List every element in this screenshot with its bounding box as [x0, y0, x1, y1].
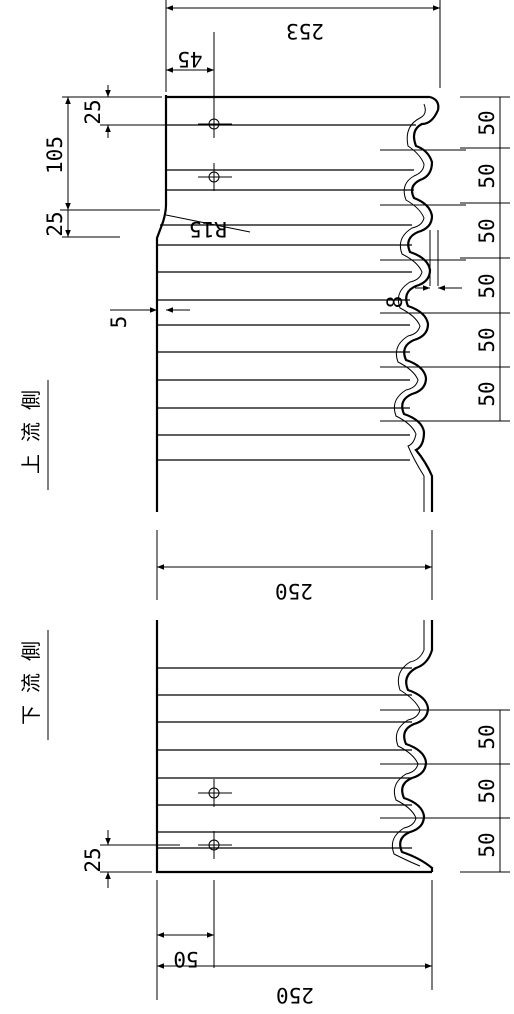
upstream-slats [158, 124, 416, 461]
dim-r15: R15 [165, 214, 251, 241]
dim-r15-label: R15 [189, 217, 227, 241]
dim-105-label: 105 [43, 136, 67, 174]
dim-250-mid: 250 [156, 530, 433, 603]
dim-left-upstream: 25 105 25 [43, 85, 180, 238]
pitch-label-6: 50 [475, 381, 499, 406]
downstream-hole-1 [198, 779, 232, 807]
downstream-label: 下 流 側 [19, 641, 43, 725]
upstream-slot-lines [380, 149, 466, 422]
upstream-hole-2 [198, 163, 232, 191]
downstream-label-group: 下 流 側 [19, 630, 49, 740]
dim-253-label: 253 [286, 19, 324, 43]
dim-250-bottom: 250 [156, 880, 433, 1007]
downstream-panel: 50 50 50 25 50 250 [81, 620, 510, 1007]
upstream-panel: 253 45 25 105 25 R15 [43, 0, 510, 512]
dim-pitch-upstream: 50 50 50 50 50 50 [460, 96, 510, 422]
dim-253: 253 [165, 0, 441, 92]
downstream-slats [157, 667, 412, 849]
dim-50-bottom: 50 [157, 880, 215, 971]
dim-5: 5 [107, 307, 190, 329]
dim-250-bottom-label: 250 [276, 983, 314, 1007]
downstream-slot-lines [380, 709, 466, 819]
pitch-label-8: 50 [475, 778, 499, 803]
upstream-label-group: 上 流 側 [19, 380, 49, 490]
downstream-wave-outer [399, 620, 434, 872]
pitch-label-7: 50 [475, 724, 499, 749]
dim-8-label: 8 [383, 296, 407, 309]
dim-25-mid-label: 25 [43, 211, 67, 236]
dim-50-bottom-label: 50 [173, 947, 198, 971]
pitch-label-3: 50 [475, 218, 499, 243]
upstream-label: 上 流 側 [19, 390, 43, 474]
upstream-hole-1 [198, 110, 232, 138]
pitch-label-5: 50 [475, 327, 499, 352]
pitch-label-1: 50 [475, 110, 499, 135]
dim-45-label: 45 [177, 47, 202, 71]
upstream-wave-inner [393, 103, 426, 512]
dim-250-mid-label: 250 [275, 579, 313, 603]
pitch-label-9: 50 [475, 832, 499, 857]
downstream-left-edge [155, 620, 432, 874]
dim-25-downstream: 25 [81, 830, 180, 888]
upstream-left-edge [155, 95, 168, 512]
dim-pitch-downstream: 50 50 50 [460, 709, 510, 873]
dim-5-label: 5 [107, 316, 131, 329]
pitch-label-4: 50 [475, 273, 499, 298]
dim-25-top-label: 25 [81, 99, 105, 124]
dim-25-bottom-label: 25 [81, 847, 105, 872]
dim-45: 45 [166, 32, 215, 112]
downstream-hole-2 [198, 831, 232, 859]
upstream-wave-outer [401, 95, 440, 512]
pitch-label-2: 50 [475, 163, 499, 188]
dim-8: 8 [383, 230, 462, 308]
downstream-wave-inner [391, 620, 425, 867]
